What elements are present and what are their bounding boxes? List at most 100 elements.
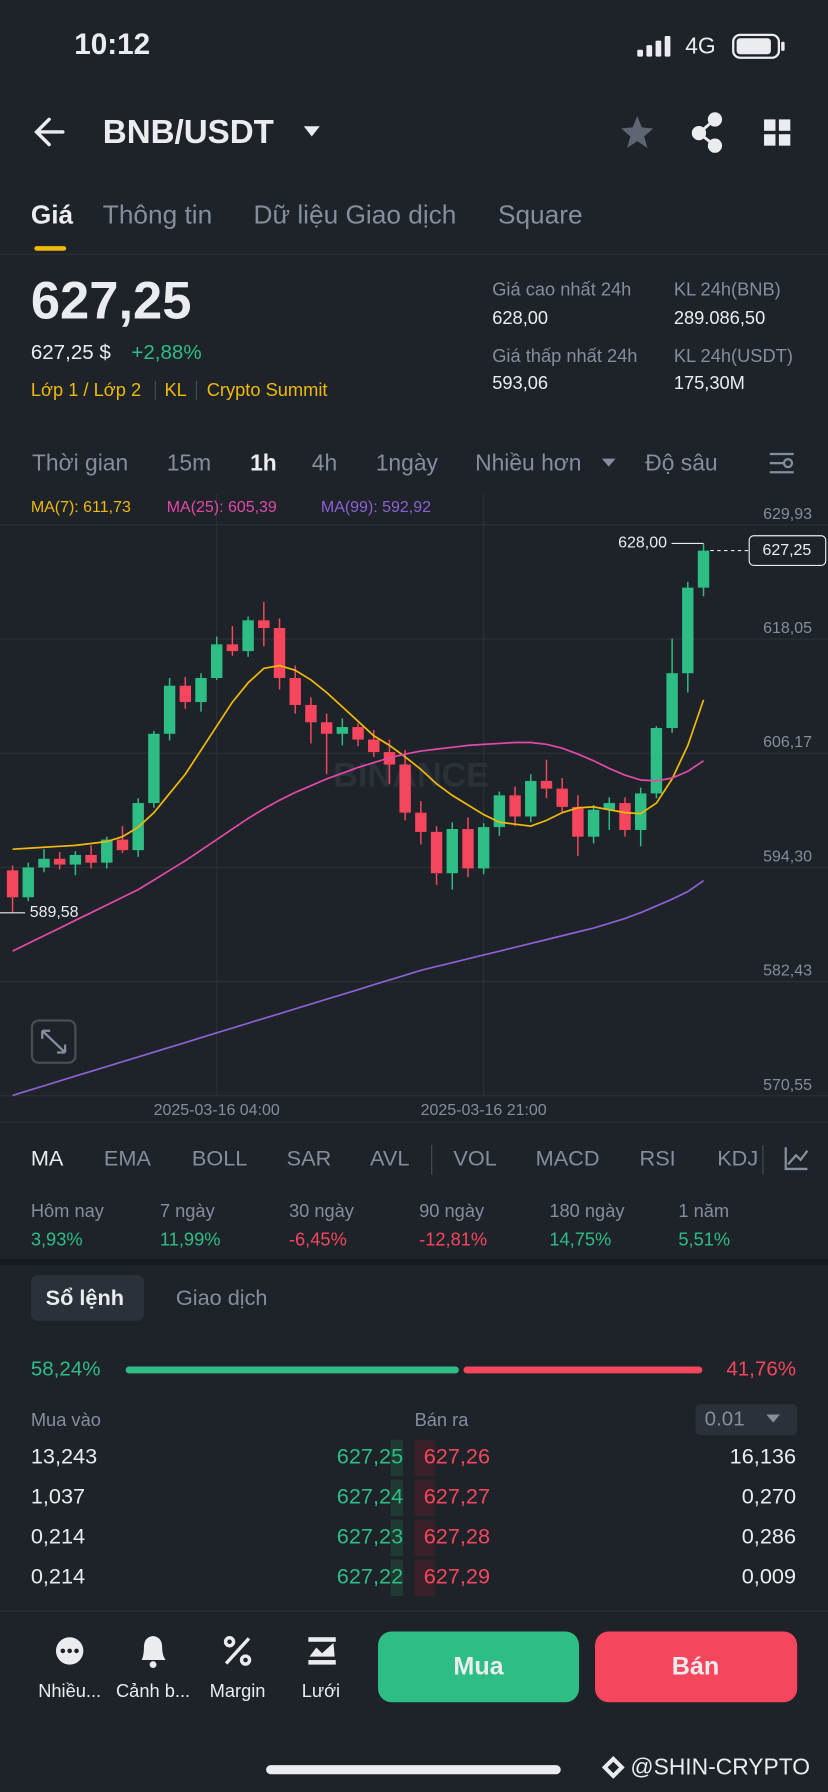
precision[interactable]: 0.01 xyxy=(705,1408,745,1431)
credit: @SHIN-CRYPTO xyxy=(630,1754,810,1780)
last-price-label: 627,25 xyxy=(762,542,811,559)
back-button[interactable] xyxy=(34,117,65,147)
interval[interactable]: 1ngày xyxy=(376,449,439,475)
ma-line xyxy=(12,664,705,851)
precision-selector[interactable] xyxy=(695,1404,798,1436)
ask-quantity: 0,286 xyxy=(742,1524,796,1549)
candle-body xyxy=(415,812,427,832)
sell-label[interactable]: Bán xyxy=(672,1653,719,1681)
nav-label[interactable]: Lưới xyxy=(302,1680,340,1701)
pair-dropdown[interactable] xyxy=(303,126,320,137)
indicator[interactable]: EMA xyxy=(104,1146,152,1171)
favorite-button[interactable] xyxy=(621,115,654,148)
indicator[interactable]: KDJ xyxy=(717,1146,758,1171)
low-marker-label: 589,58 xyxy=(30,904,79,921)
candle-body xyxy=(477,827,490,869)
ask-quantity: 0,270 xyxy=(742,1484,796,1509)
candle-body xyxy=(462,829,474,869)
candle-body xyxy=(258,620,270,629)
chart-settings-button[interactable] xyxy=(769,452,794,474)
fullscreen-button[interactable] xyxy=(30,1019,77,1064)
candle-body xyxy=(556,788,568,807)
signal-icon xyxy=(637,36,671,57)
tab[interactable]: Square xyxy=(498,199,583,229)
legend-entry: MA(25): 605,39 xyxy=(167,499,277,516)
candle-body xyxy=(336,727,349,734)
y-tick-label: 629,93 xyxy=(763,506,812,523)
candle-body xyxy=(320,722,333,734)
buy-label[interactable]: Mua xyxy=(453,1653,504,1681)
network: 4G xyxy=(685,32,715,58)
bid-quantity: 13,243 xyxy=(31,1444,97,1469)
candle-body xyxy=(85,854,97,863)
stat-label: KL 24h(BNB) xyxy=(674,279,781,300)
book-tab[interactable]: Giao dịch xyxy=(176,1285,268,1310)
stat-label: Giá thấp nhất 24h xyxy=(492,345,637,366)
grid-menu-button[interactable] xyxy=(764,119,791,146)
margin-icon[interactable] xyxy=(223,1636,252,1666)
interval[interactable]: Độ sâu xyxy=(645,449,717,475)
indicator[interactable]: MA xyxy=(31,1146,64,1171)
stat-value: 289.086,50 xyxy=(674,307,765,328)
candle-body xyxy=(430,831,443,874)
candle-body xyxy=(53,858,66,865)
bid-header: Mua vào xyxy=(31,1409,101,1430)
candle-body xyxy=(399,764,411,813)
bid-depth xyxy=(390,1479,404,1517)
ma-line xyxy=(12,879,705,1097)
sell-ratio-bar xyxy=(463,1366,703,1374)
last-price-box xyxy=(748,535,827,567)
candle-body xyxy=(242,620,254,652)
period-change: 5,51% xyxy=(678,1229,730,1250)
buy-button[interactable] xyxy=(378,1631,580,1703)
tab[interactable]: Thông tin xyxy=(103,199,212,229)
order-book: 58,24% 41,76% 13,243 627,25 627,26 16,136 1,03… xyxy=(31,1357,796,1597)
sell-button[interactable] xyxy=(595,1631,798,1703)
share-button[interactable] xyxy=(691,112,723,153)
ask-depth xyxy=(414,1439,436,1477)
period-change: 11,99% xyxy=(160,1229,221,1250)
indicator[interactable]: RSI xyxy=(640,1146,676,1171)
indicator-settings-button[interactable] xyxy=(784,1147,809,1171)
tab[interactable]: Dữ liệu Giao dịch xyxy=(254,199,457,229)
interval[interactable]: 15m xyxy=(167,449,211,475)
pair-title[interactable]: BNB/USDT xyxy=(103,114,274,151)
candle-body xyxy=(210,644,223,679)
candle-body xyxy=(650,728,663,794)
interval[interactable]: 4h xyxy=(312,449,337,475)
tag[interactable]: KL xyxy=(164,379,186,400)
indicator[interactable]: BOLL xyxy=(192,1146,247,1171)
stat-value: 593,06 xyxy=(492,372,548,393)
bid-depth xyxy=(390,1519,404,1557)
interval[interactable]: Nhiều hơn xyxy=(475,449,581,475)
tab-indicator xyxy=(34,246,67,251)
stat-value: 175,30M xyxy=(674,372,745,393)
period-label: 90 ngày xyxy=(419,1200,485,1221)
nav-label[interactable]: Cảnh b... xyxy=(116,1680,190,1701)
book-tab[interactable]: Sổ lệnh xyxy=(46,1285,124,1310)
last-price: 627,25 xyxy=(31,271,192,330)
stat-value: 628,00 xyxy=(492,307,548,328)
tag[interactable]: Lớp 1 / Lớp 2 xyxy=(31,379,141,400)
nav-label[interactable]: Margin xyxy=(210,1680,266,1701)
nav-label[interactable]: Nhiều... xyxy=(38,1680,101,1701)
indicator[interactable]: VOL xyxy=(453,1146,496,1171)
tab-background xyxy=(30,1275,144,1321)
high-marker-label: 628,00 xyxy=(618,535,667,552)
candle-body xyxy=(587,809,600,837)
ask-header: Bán ra xyxy=(415,1409,470,1430)
interval[interactable]: 1h xyxy=(250,449,277,475)
alert-icon[interactable] xyxy=(141,1636,166,1669)
tag[interactable]: Crypto Summit xyxy=(207,379,328,400)
grid-bot-icon[interactable] xyxy=(308,1637,336,1665)
candle-body xyxy=(226,644,239,652)
more-icon[interactable] xyxy=(55,1637,84,1665)
interval[interactable]: Thời gian xyxy=(32,449,128,475)
y-tick-label: 582,43 xyxy=(763,963,812,980)
indicator[interactable]: SAR xyxy=(287,1146,332,1171)
indicator[interactable]: MACD xyxy=(536,1146,600,1171)
tab[interactable]: Giá xyxy=(31,199,74,229)
indicator[interactable]: AVL xyxy=(370,1146,409,1171)
